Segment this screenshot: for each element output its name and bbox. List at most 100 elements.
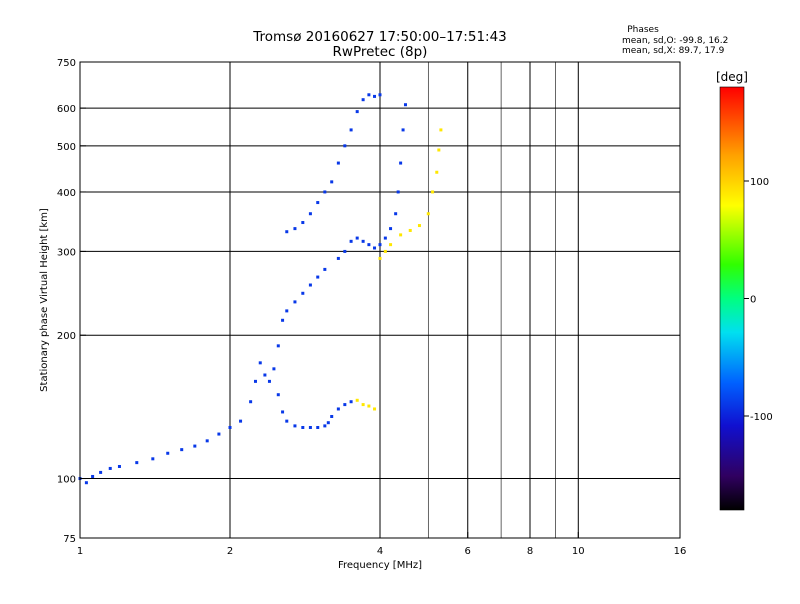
x-tick-label: 10 xyxy=(572,546,585,557)
trace-point xyxy=(403,103,407,107)
trace-point xyxy=(343,249,347,253)
trace-point xyxy=(437,148,441,152)
trace-point xyxy=(151,457,155,461)
x-tick-label: 6 xyxy=(465,546,471,557)
trace-point xyxy=(439,128,443,132)
trace-point xyxy=(361,403,365,407)
trace-point xyxy=(308,212,312,216)
trace-point xyxy=(394,212,398,216)
trace-point xyxy=(99,470,103,474)
trace-point xyxy=(281,318,285,322)
trace-point xyxy=(285,309,289,313)
trace-point xyxy=(367,404,371,408)
trace-point xyxy=(373,94,377,98)
trace-point xyxy=(239,419,243,423)
trace-point xyxy=(308,425,312,429)
trace-point xyxy=(308,283,312,287)
trace-point xyxy=(343,403,347,407)
trace-point xyxy=(326,421,330,425)
trace-point xyxy=(330,414,334,418)
data-points-layer xyxy=(78,93,443,485)
trace-point xyxy=(281,410,285,414)
y-tick-label: 300 xyxy=(57,247,76,258)
trace-point xyxy=(435,170,439,174)
trace-point xyxy=(276,393,280,397)
trace-point xyxy=(426,212,430,216)
trace-point xyxy=(373,407,377,411)
y-tick-label: 75 xyxy=(63,534,76,545)
y-tick-label: 400 xyxy=(57,188,76,199)
trace-point xyxy=(228,425,232,429)
trace-point xyxy=(258,361,262,365)
trace-point xyxy=(84,481,88,485)
trace-point xyxy=(217,432,221,436)
trace-point xyxy=(316,425,320,429)
trace-point xyxy=(367,93,371,97)
trace-point xyxy=(272,367,276,371)
phase-stats-x: mean, sd,X: 89.7, 17.9 xyxy=(622,46,725,56)
trace-point xyxy=(301,221,305,225)
colorbar: [deg] 100 0 -100 xyxy=(716,70,773,511)
trace-point xyxy=(349,239,353,243)
trace-point xyxy=(389,243,393,247)
trace-point xyxy=(336,256,340,260)
trace-point xyxy=(355,398,359,402)
trace-point xyxy=(399,233,403,237)
trace-point xyxy=(301,425,305,429)
trace-point xyxy=(361,98,365,102)
colorbar-tick-label: 0 xyxy=(750,295,756,306)
trace-point xyxy=(293,300,297,304)
y-tick-label: 750 xyxy=(57,58,76,69)
trace-point xyxy=(249,400,253,404)
trace-point xyxy=(323,190,327,194)
colorbar-label: [deg] xyxy=(716,70,748,84)
colorbar-tick-label: 100 xyxy=(750,177,769,188)
y-tick-label: 500 xyxy=(57,142,76,153)
trace-point xyxy=(343,144,347,148)
y-tick-label: 600 xyxy=(57,104,76,115)
trace-point xyxy=(383,249,387,253)
trace-point xyxy=(383,236,387,240)
chart-title-line1: Tromsø 20160627 17:50:00–17:51:43 xyxy=(252,29,507,45)
trace-point xyxy=(263,373,267,377)
trace-point xyxy=(401,128,405,132)
chart-title-line2: RwPretec (8p) xyxy=(333,44,428,60)
trace-point xyxy=(301,291,305,295)
trace-point xyxy=(108,466,112,470)
y-tick-label: 200 xyxy=(57,331,76,342)
trace-point xyxy=(135,461,139,465)
trace-point xyxy=(336,161,340,165)
phase-stats-o: mean, sd,O: -99.8, 16.2 xyxy=(622,36,728,46)
trace-point xyxy=(349,128,353,132)
trace-point xyxy=(330,180,334,184)
trace-point xyxy=(293,424,297,428)
trace-point xyxy=(193,444,197,448)
trace-point xyxy=(355,236,359,240)
trace-point xyxy=(367,243,371,247)
trace-point xyxy=(276,344,280,348)
trace-point xyxy=(205,439,209,443)
trace-point xyxy=(399,161,403,165)
x-axis-label: Frequency [MHz] xyxy=(338,560,422,571)
trace-point xyxy=(361,239,365,243)
trace-point xyxy=(396,190,400,194)
trace-point xyxy=(91,474,95,478)
trace-point xyxy=(336,407,340,411)
trace-point xyxy=(349,400,353,404)
trace-point xyxy=(180,448,184,452)
trace-point xyxy=(378,243,382,247)
x-tick-label: 16 xyxy=(674,546,687,557)
trace-point xyxy=(316,275,320,279)
x-tick-label: 8 xyxy=(527,546,533,557)
trace-point xyxy=(293,227,297,231)
y-axis-label: Stationary phase Virtual Height [km] xyxy=(39,208,50,392)
trace-point xyxy=(431,190,435,194)
trace-point xyxy=(253,379,257,383)
trace-point xyxy=(117,464,121,468)
trace-point xyxy=(373,246,377,250)
phase-stats-title: Phases xyxy=(627,25,659,35)
x-tick-label: 2 xyxy=(227,546,233,557)
trace-point xyxy=(166,451,170,455)
colorbar-gradient xyxy=(719,86,745,511)
